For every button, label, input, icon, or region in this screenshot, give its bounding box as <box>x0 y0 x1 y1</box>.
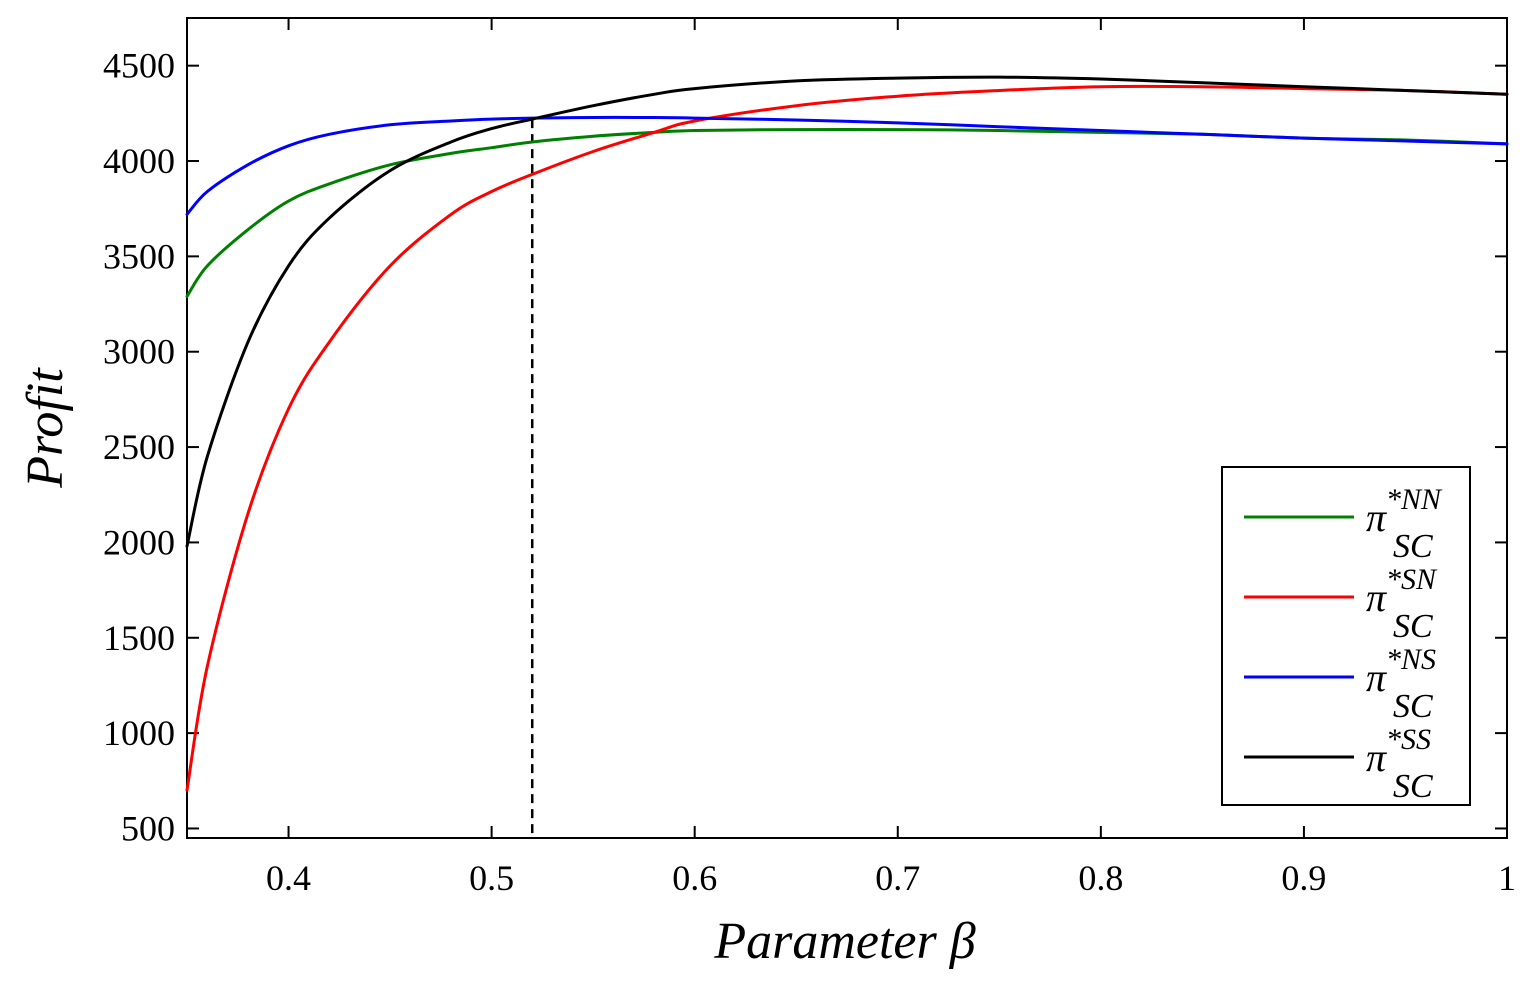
legend-label-ns: π*NS SC <box>1366 643 1436 725</box>
y-tick-label: 2500 <box>103 427 175 467</box>
x-ticks: 0.4 0.5 0.6 0.7 0.8 0.9 1 <box>266 18 1516 898</box>
legend-label-sn: π*SN SC <box>1366 563 1438 645</box>
x-tick-label: 0.8 <box>1078 858 1123 898</box>
y-tick-label: 4000 <box>103 141 175 181</box>
y-tick-label: 1500 <box>103 618 175 658</box>
legend-label-ss: π*SS SC <box>1366 723 1433 805</box>
series-line-ns <box>185 115 1509 216</box>
x-tick-label: 0.4 <box>266 858 311 898</box>
x-tick-label: 0.7 <box>875 858 920 898</box>
x-tick-label: 1 <box>1498 858 1516 898</box>
y-ticks: 500 1000 1500 2000 2500 3000 3500 4000 4500 <box>103 46 1507 848</box>
series-group <box>185 75 1509 792</box>
x-tick-label: 0.6 <box>672 858 717 898</box>
series-line-ss <box>185 75 1509 548</box>
y-tick-label: 1000 <box>103 713 175 753</box>
y-axis-title: Profit <box>17 367 74 489</box>
series-line-sn <box>185 84 1509 792</box>
x-axis-title: Parameter β <box>713 913 975 970</box>
y-tick-label: 4500 <box>103 46 175 86</box>
y-tick-label: 500 <box>121 808 175 848</box>
plot-area: 0.4 0.5 0.6 0.7 0.8 0.9 1 500 1000 1500 2000 2500 3… <box>103 17 1516 898</box>
y-tick-label: 3000 <box>103 332 175 372</box>
legend-box <box>1221 466 1471 806</box>
y-tick-label: 2000 <box>103 522 175 562</box>
legend: π*NN SCπ*SN SCπ*NS SCπ*SS SC <box>1221 466 1471 806</box>
y-tick-label: 3500 <box>103 236 175 276</box>
legend-label-nn: π*NN SC <box>1366 483 1443 565</box>
x-tick-label: 0.9 <box>1281 858 1326 898</box>
x-tick-label: 0.5 <box>469 858 514 898</box>
